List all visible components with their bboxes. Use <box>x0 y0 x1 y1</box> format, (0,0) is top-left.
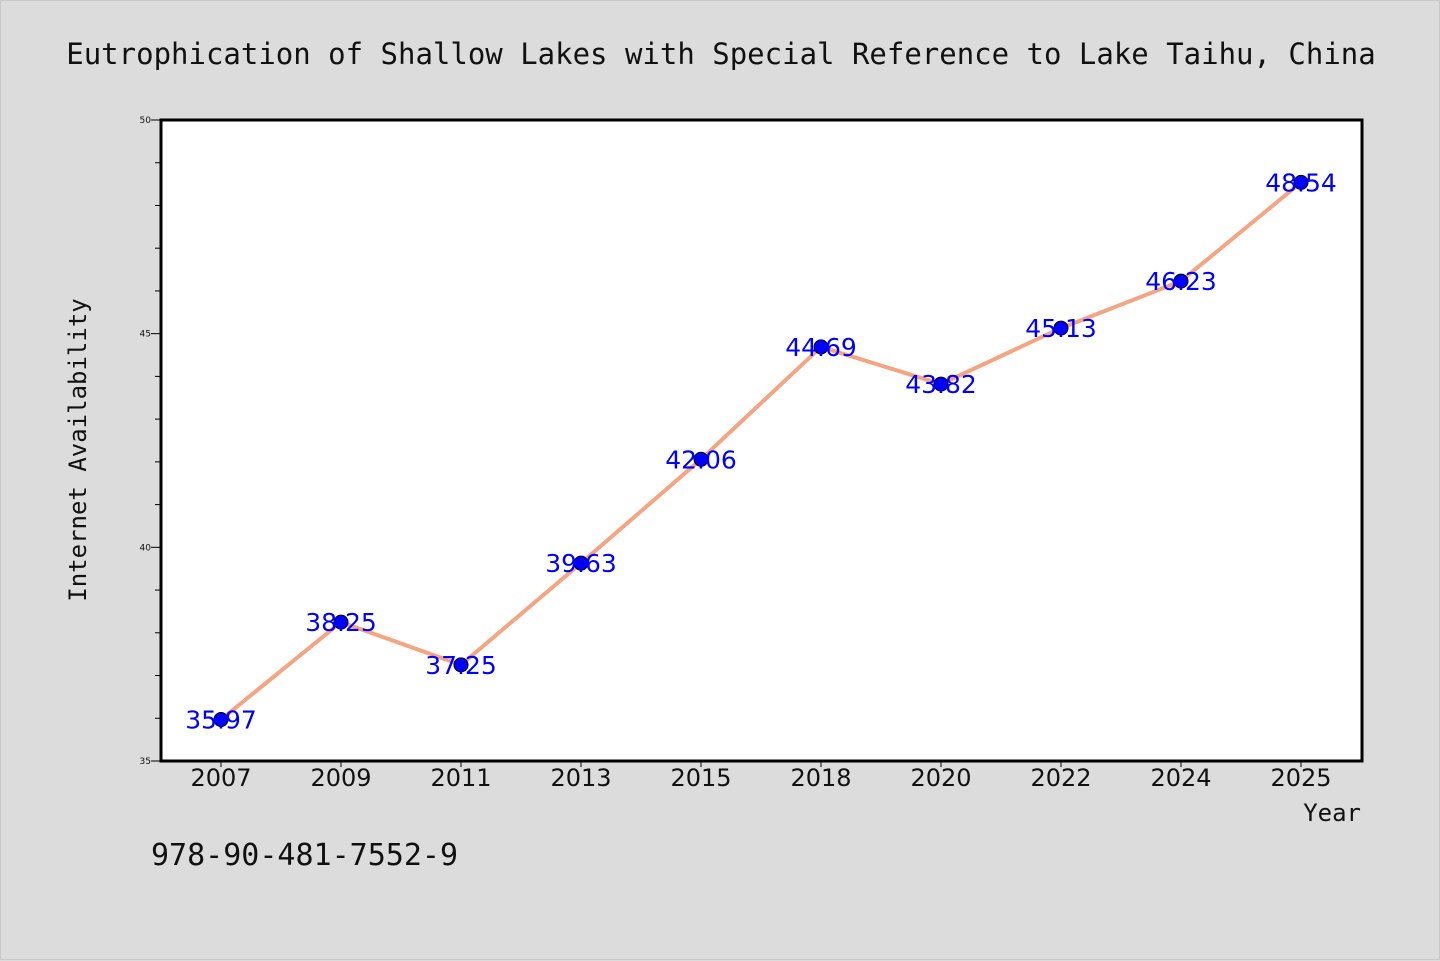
data-point <box>1053 320 1069 336</box>
x-axis-title: Year <box>1303 799 1361 827</box>
x-tick-label: 2011 <box>430 764 491 792</box>
isbn-footer: 978-90-481-7552-9 <box>151 838 458 873</box>
data-point <box>933 376 949 392</box>
y-tick-label: 45 <box>140 330 151 340</box>
x-tick-label: 2018 <box>790 764 851 792</box>
data-label: 42.06 <box>665 445 737 474</box>
x-tick-label: 2025 <box>1270 764 1331 792</box>
data-point <box>1173 273 1189 289</box>
plot-border <box>159 118 1364 763</box>
x-tick-label: 2020 <box>910 764 971 792</box>
data-point <box>1293 174 1309 190</box>
x-tick-label: 2022 <box>1030 764 1091 792</box>
data-label: 37.25 <box>425 651 497 680</box>
data-label: 45.13 <box>1025 314 1097 343</box>
x-tick-label: 2024 <box>1150 764 1211 792</box>
x-tick-label: 2013 <box>550 764 611 792</box>
data-label: 35.97 <box>185 706 257 735</box>
x-tick-label: 2015 <box>670 764 731 792</box>
data-label: 46.23 <box>1145 267 1217 296</box>
data-point <box>693 451 709 467</box>
x-tick-label: 2007 <box>190 764 251 792</box>
y-axis-ticks: 35 40 45 50 <box>140 116 161 767</box>
data-point <box>813 339 829 355</box>
x-axis-ticks: 2007 2009 2011 2013 2015 2018 2020 2022 2024 2025 <box>190 761 1332 792</box>
data-label: 43.82 <box>905 370 977 399</box>
y-tick-label: 40 <box>140 543 152 553</box>
data-point <box>453 657 469 673</box>
chart-title: Eutrophication of Shallow Lakes with Spe… <box>66 37 1375 71</box>
y-tick-label: 50 <box>140 116 152 126</box>
data-point <box>573 555 589 571</box>
plot-area <box>161 120 1362 761</box>
data-label: 39.63 <box>545 549 617 578</box>
series-line <box>219 180 1303 722</box>
data-label: 38.25 <box>305 608 377 637</box>
y-axis-title: Internet Availability <box>64 298 92 601</box>
data-labels: 35.97 38.25 37.25 39.63 42.06 44.69 43.82 45.13… <box>185 168 1337 734</box>
data-point <box>333 614 349 630</box>
data-label: 48.54 <box>1265 168 1337 197</box>
data-label: 44.69 <box>785 333 857 362</box>
data-points <box>213 174 1309 728</box>
data-point <box>213 712 229 728</box>
x-tick-label: 2009 <box>310 764 371 792</box>
y-tick-label: 35 <box>140 757 151 767</box>
